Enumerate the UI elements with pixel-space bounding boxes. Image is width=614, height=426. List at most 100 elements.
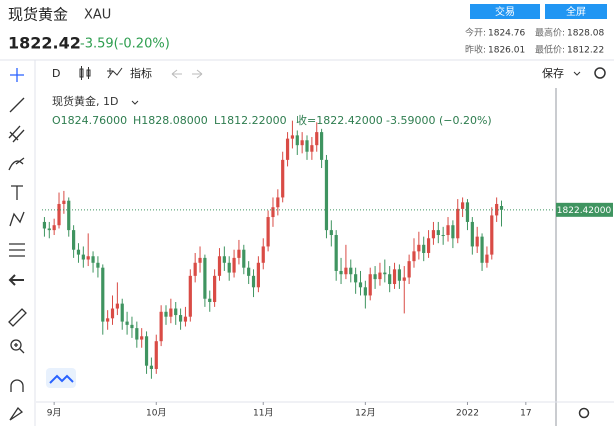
candle-body [305,140,309,152]
candle-body [281,159,285,198]
stat-label: 昨收: [465,44,486,56]
save-menu[interactable] [573,71,581,76]
candle-body [154,341,158,369]
candle-body [470,221,474,247]
stat-value: 1824.76 [488,29,525,39]
left-toolbar [8,68,27,421]
candle-body [465,202,470,222]
candle-icon[interactable] [79,66,91,80]
ruler[interactable] [8,308,27,327]
crosshair[interactable] [10,68,24,82]
candle-body [388,274,392,285]
fullscreen-button[interactable] [545,4,607,19]
candle-body [300,140,304,146]
candle-body [456,208,460,239]
x-tick-label: 2022 [456,409,479,419]
legend-name: 现货黄金, 1D [52,94,118,108]
candle-body [91,256,95,263]
magnet[interactable] [10,379,24,392]
candle-body [451,225,455,239]
indicators[interactable]: 指标 [130,66,152,80]
trade-button[interactable] [470,4,540,19]
candle-body [62,200,66,204]
candle-body [232,257,236,273]
candle-body [222,256,226,263]
candle-body [392,269,397,285]
legend-menu[interactable] [131,100,139,105]
candle-body [290,135,295,139]
candle-body [499,206,504,210]
redo[interactable] [192,69,203,79]
fullscreen-label[interactable]: 全屏 [566,5,586,18]
interval[interactable]: D [52,67,60,80]
candle-body [115,303,119,309]
candle-body [495,203,499,216]
undo[interactable] [171,69,182,79]
last-price-label: 1822.42000 [557,206,612,216]
candle-body [373,274,377,280]
brush[interactable] [8,157,25,171]
settings[interactable] [594,67,606,79]
candle-body [76,249,81,255]
candle-body [426,238,431,253]
candle-body [242,249,246,268]
candle-body [101,267,105,322]
candle-body [193,262,197,276]
candle-body [135,328,139,340]
change: -3.59(-0.20%) [80,37,170,52]
candle-body [86,256,90,260]
candle-body [461,202,465,209]
lock[interactable] [9,406,24,421]
x-tick-label: 17 [520,409,531,419]
trend-line[interactable] [9,97,25,113]
legend-close: 收=1822.42000 [296,113,383,127]
candle-body [164,311,168,317]
back[interactable] [8,274,24,286]
candle-body [110,308,115,319]
candle-body [198,257,202,263]
candle-body [339,270,343,275]
candle-body [329,230,333,236]
candle-body [295,135,299,146]
candle-body [334,235,338,271]
candle-body [407,261,411,278]
candle-body [256,262,260,288]
symbol: XAU [84,8,111,23]
candle-body [67,200,71,231]
candle-body [247,267,251,276]
candle-body [81,254,85,260]
fib[interactable] [8,125,25,143]
axis-settings[interactable] [578,407,590,419]
candle-body [47,228,51,231]
candle-body [397,269,401,281]
stat-label: 今开: [465,27,486,39]
candle-body [251,275,256,288]
last-price-tag [556,202,613,217]
legend-low: L1812.22000 [214,114,287,127]
x-tick-label: 9月 [47,408,62,419]
legend-open: O1824.76000 [52,114,127,127]
candle-body [344,267,348,275]
candle-body [436,230,440,236]
candle-body [227,262,231,273]
candle-body [349,267,353,275]
candle-body [363,287,367,296]
candle-body [203,257,207,299]
indicator-icon[interactable] [107,67,123,79]
candle-body [315,132,319,146]
candle-body [490,215,494,255]
trade-label[interactable]: 交易 [495,5,515,18]
save[interactable]: 保存 [542,66,564,80]
forecast[interactable] [9,243,25,257]
x-tick-label: 11月 [253,408,273,419]
zoom[interactable] [10,339,22,351]
candle-body [446,225,450,236]
x-tick-label: 10月 [146,408,166,419]
candle-body [276,197,280,208]
candle-body [324,159,329,231]
stat-value: 1812.22 [567,46,604,56]
text-tool[interactable] [11,185,23,200]
pattern[interactable] [9,211,25,227]
candle-body [271,207,275,218]
